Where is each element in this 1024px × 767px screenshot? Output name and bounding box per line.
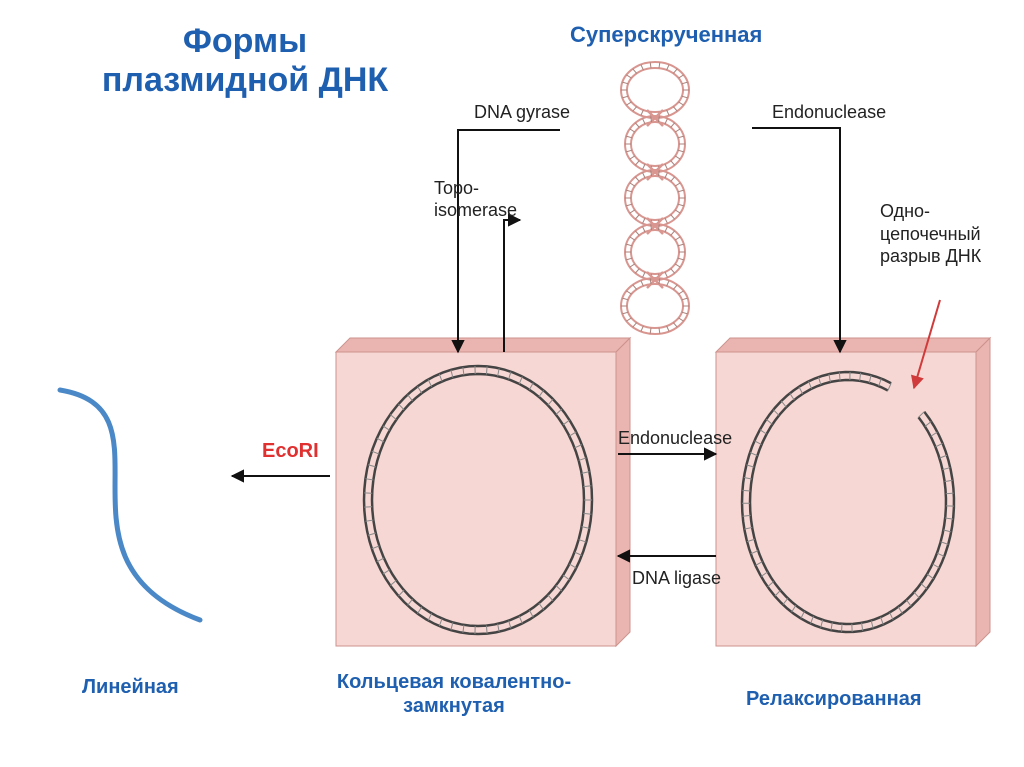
panel-closed-circular [336,338,630,646]
label-ecori: EcoRI [262,440,319,463]
panel-relaxed [716,338,990,646]
diagram-root: Формы плазмидной ДНК Суперскрученная DNA… [0,0,1024,767]
label-closed-circular: Кольцевая ковалентно- замкнутая [302,670,606,718]
plasmid-supercoiled [621,62,689,334]
label-endonuclease-top: Endonuclease [772,102,886,123]
label-relaxed: Релаксированная [746,688,922,711]
label-dna-gyrase: DNA gyrase [474,102,570,123]
label-linear: Линейная [82,676,179,699]
label-endonuclease-mid: Endonuclease [618,428,732,449]
label-dna-ligase: DNA ligase [632,568,721,589]
plasmid-linear [60,390,200,620]
label-topoisomerase: Topo- isomerase [434,178,517,221]
label-nick: Одно- цепочечный разрыв ДНК [880,200,981,268]
